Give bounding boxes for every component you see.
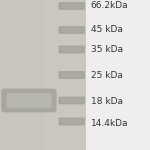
FancyBboxPatch shape <box>61 28 82 32</box>
FancyBboxPatch shape <box>6 93 51 108</box>
Text: 25 kDa: 25 kDa <box>91 70 123 80</box>
FancyBboxPatch shape <box>58 118 85 125</box>
Text: 45 kDa: 45 kDa <box>91 26 123 34</box>
FancyBboxPatch shape <box>61 4 82 8</box>
Text: 35 kDa: 35 kDa <box>91 45 123 54</box>
Bar <box>45 0 86 150</box>
FancyBboxPatch shape <box>58 26 85 34</box>
FancyBboxPatch shape <box>61 119 82 124</box>
FancyBboxPatch shape <box>58 97 85 104</box>
FancyBboxPatch shape <box>61 47 82 52</box>
FancyBboxPatch shape <box>58 46 85 53</box>
Text: 18 kDa: 18 kDa <box>91 98 123 106</box>
FancyBboxPatch shape <box>58 2 85 10</box>
Bar <box>0 0 86 150</box>
FancyBboxPatch shape <box>1 88 57 112</box>
FancyBboxPatch shape <box>61 98 82 103</box>
FancyBboxPatch shape <box>61 73 82 77</box>
FancyBboxPatch shape <box>58 71 85 79</box>
Text: 14.4kDa: 14.4kDa <box>91 118 128 127</box>
Text: 66.2kDa: 66.2kDa <box>91 2 128 10</box>
Bar <box>86 0 150 150</box>
